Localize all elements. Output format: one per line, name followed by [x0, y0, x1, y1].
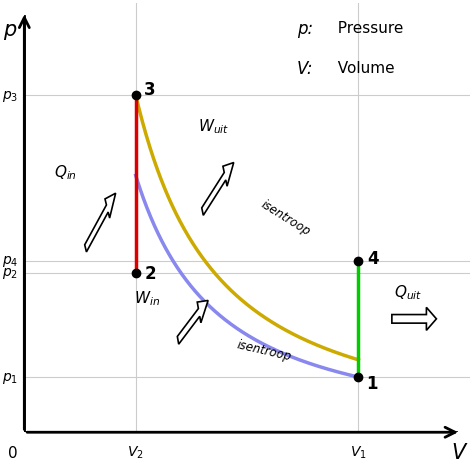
Text: $p_1$: $p_1$: [2, 370, 18, 385]
Text: isentroop: isentroop: [259, 198, 313, 238]
Text: $p_4$: $p_4$: [1, 254, 18, 269]
FancyArrow shape: [85, 194, 116, 252]
Text: $W_{uit}$: $W_{uit}$: [198, 117, 229, 136]
Text: $Q_{in}$: $Q_{in}$: [54, 163, 77, 181]
Text: 2: 2: [145, 264, 156, 282]
FancyArrow shape: [202, 163, 234, 216]
Text: $V_1$: $V_1$: [350, 444, 367, 460]
Text: p: p: [3, 20, 17, 40]
Text: 4: 4: [367, 249, 379, 267]
FancyArrow shape: [392, 308, 437, 331]
Text: 3: 3: [144, 81, 155, 99]
Text: 1: 1: [366, 375, 378, 392]
Text: $Q_{uit}$: $Q_{uit}$: [394, 282, 423, 301]
Text: $V_2$: $V_2$: [128, 444, 144, 460]
Text: $W_{in}$: $W_{in}$: [134, 288, 160, 307]
Text: Volume: Volume: [328, 61, 395, 76]
Text: $p_2$: $p_2$: [2, 266, 18, 281]
Text: p:: p:: [297, 19, 313, 38]
Text: Pressure: Pressure: [328, 21, 404, 36]
Text: isentroop: isentroop: [235, 337, 292, 363]
Text: $p_3$: $p_3$: [2, 88, 18, 103]
FancyArrow shape: [177, 301, 208, 344]
Text: V: V: [452, 442, 466, 462]
Text: 0: 0: [9, 444, 18, 460]
Text: V:: V:: [297, 59, 314, 77]
